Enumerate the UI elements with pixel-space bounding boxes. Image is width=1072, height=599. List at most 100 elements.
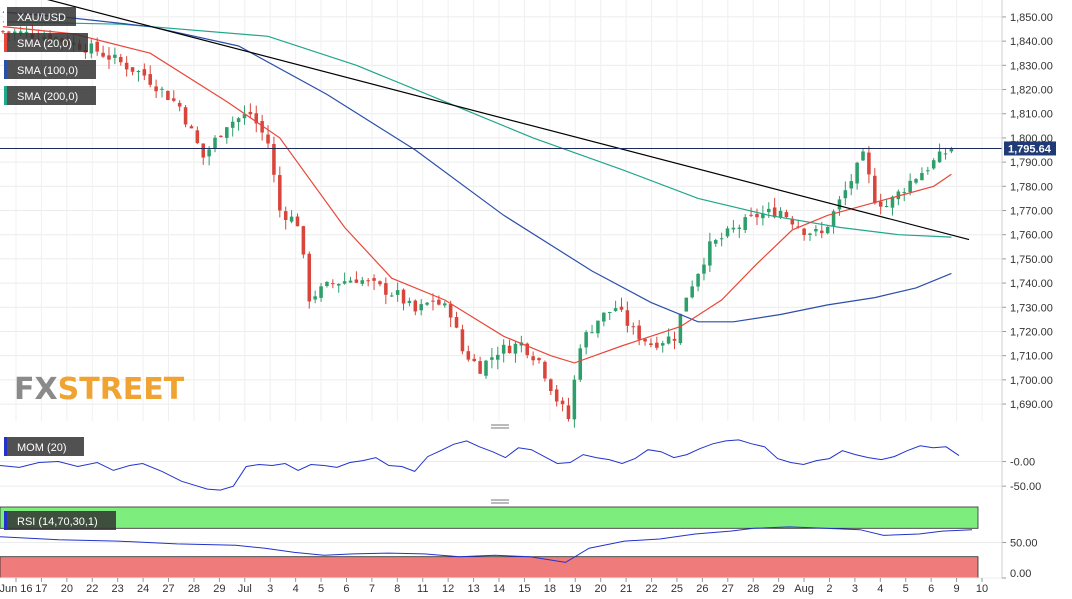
candle-body bbox=[843, 190, 848, 199]
x-tick-label: 17 bbox=[35, 583, 47, 595]
candle-body bbox=[460, 329, 465, 352]
candle-body bbox=[496, 354, 500, 360]
candle-body bbox=[24, 31, 29, 34]
sma100-tag-bg bbox=[4, 60, 96, 79]
candle-body bbox=[613, 308, 618, 312]
x-tick-label: 7 bbox=[369, 583, 375, 595]
candle-body bbox=[372, 278, 376, 281]
x-tick-label: 5 bbox=[318, 583, 324, 595]
candle-body bbox=[454, 316, 459, 328]
candle-body bbox=[419, 304, 423, 311]
candle-body bbox=[755, 214, 759, 218]
candle-body bbox=[949, 148, 954, 152]
candle-body bbox=[678, 313, 683, 344]
candle-body bbox=[425, 302, 429, 305]
price-tick-label: 1,780.00 bbox=[1010, 181, 1053, 193]
price-tick-label: 1,730.00 bbox=[1010, 302, 1053, 314]
price-tick-label: 1,790.00 bbox=[1010, 157, 1053, 169]
mom-tag: MOM (20) bbox=[17, 442, 67, 454]
candle-body bbox=[696, 273, 700, 287]
candle-body bbox=[525, 343, 530, 356]
candle-body bbox=[713, 240, 718, 244]
candle-body bbox=[672, 338, 677, 341]
candle-body bbox=[484, 360, 488, 376]
x-tick-label: 22 bbox=[86, 583, 98, 595]
price-grid bbox=[0, 0, 1002, 421]
x-tick-label: 14 bbox=[493, 583, 505, 595]
candle-body bbox=[920, 173, 924, 181]
mom-tick-label: -0.00 bbox=[1010, 457, 1035, 469]
candle-body bbox=[107, 55, 111, 60]
x-tick-label: 5 bbox=[903, 583, 909, 595]
rsi-axis: 50.00 0.00 bbox=[1002, 538, 1038, 580]
candle-body bbox=[914, 179, 918, 183]
candle-body bbox=[772, 207, 777, 218]
candle-body bbox=[825, 226, 830, 234]
price-tick-label: 1,820.00 bbox=[1010, 85, 1053, 97]
candle-body bbox=[160, 88, 164, 90]
candles bbox=[1, 24, 954, 428]
candle-body bbox=[725, 228, 730, 237]
candle-body bbox=[708, 241, 712, 266]
candle-body bbox=[937, 151, 942, 163]
candle-body bbox=[442, 303, 447, 306]
candle-body bbox=[18, 31, 23, 34]
x-tick-label: 9 bbox=[954, 583, 960, 595]
candle-body bbox=[861, 151, 865, 161]
candle-body bbox=[873, 175, 877, 204]
candle-body bbox=[531, 356, 535, 361]
candle-body bbox=[507, 345, 512, 354]
candle-body bbox=[201, 143, 206, 158]
price-tick-label: 1,760.00 bbox=[1010, 230, 1053, 242]
candle-body bbox=[743, 217, 747, 230]
candle-body bbox=[896, 191, 901, 200]
x-tick-label: Jun 16 bbox=[0, 583, 33, 595]
candle-body bbox=[183, 107, 188, 125]
rsi-tag: RSI (14,70,30,1) bbox=[17, 516, 98, 528]
candle-body bbox=[719, 238, 724, 240]
candle-body bbox=[814, 228, 818, 232]
candle-body bbox=[401, 289, 406, 304]
candle-body bbox=[354, 279, 359, 283]
candle-body bbox=[855, 162, 859, 184]
candle-body bbox=[266, 134, 270, 144]
candle-body bbox=[389, 295, 394, 297]
candle-body bbox=[248, 111, 253, 115]
x-tick-label: 13 bbox=[467, 583, 479, 595]
x-tick-label: 8 bbox=[394, 583, 400, 595]
candle-body bbox=[113, 54, 117, 58]
candle-body bbox=[260, 121, 264, 133]
x-tick-label: 25 bbox=[671, 583, 683, 595]
candle-body bbox=[902, 192, 907, 194]
price-tick-label: 1,770.00 bbox=[1010, 206, 1053, 218]
candle-body bbox=[148, 74, 152, 85]
candle-body bbox=[118, 57, 123, 63]
pane-resize-handle-1[interactable] bbox=[491, 424, 509, 429]
candle-body bbox=[230, 121, 235, 128]
x-tick-label: 26 bbox=[696, 583, 708, 595]
x-tick-label: 11 bbox=[417, 583, 428, 595]
candle-body bbox=[130, 67, 135, 72]
candle-body bbox=[837, 199, 842, 210]
candle-body bbox=[272, 144, 276, 175]
price-tick-label: 1,830.00 bbox=[1010, 60, 1053, 72]
logo-fx: FX bbox=[14, 372, 58, 407]
candle-body bbox=[731, 227, 736, 230]
x-tick-label: 4 bbox=[293, 583, 299, 595]
candle-body bbox=[537, 358, 541, 361]
pane-resize-handle-2[interactable] bbox=[491, 499, 509, 504]
sma200-tag: SMA (200,0) bbox=[17, 91, 78, 103]
candle-body bbox=[660, 343, 665, 346]
candle-body bbox=[437, 299, 441, 305]
candle-body bbox=[637, 325, 641, 340]
x-tick-label: 10 bbox=[976, 583, 988, 595]
mom-tick-label: -50.00 bbox=[1010, 481, 1041, 493]
x-tick-label: 3 bbox=[267, 583, 273, 595]
x-tick-label: 19 bbox=[569, 583, 581, 595]
candle-body bbox=[95, 41, 99, 52]
x-tick-label: 24 bbox=[137, 583, 149, 595]
price-tick-label: 1,750.00 bbox=[1010, 254, 1053, 266]
candle-body bbox=[602, 312, 606, 322]
candle-body bbox=[466, 351, 471, 360]
candle-body bbox=[908, 180, 912, 193]
